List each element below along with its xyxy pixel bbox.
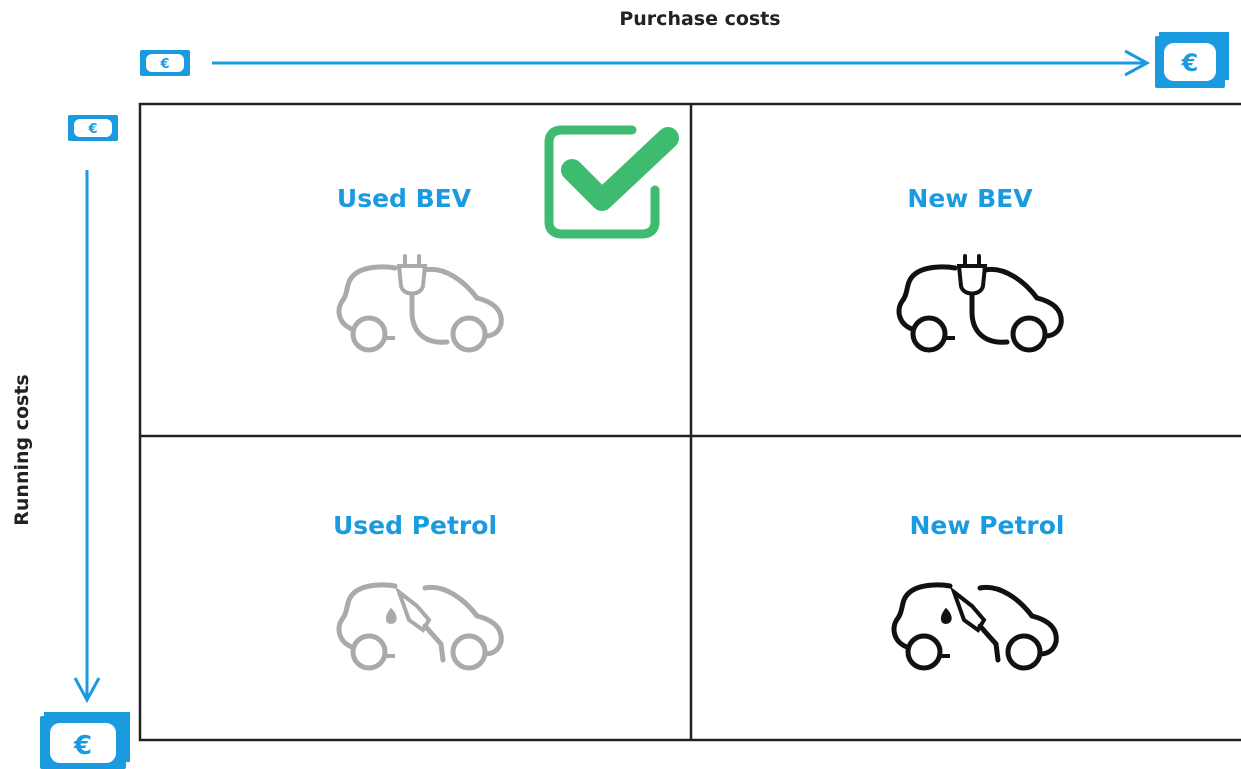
y-axis-label: Running costs [11, 374, 33, 525]
cell-label: Used BEV [337, 184, 472, 213]
euro: € [159, 57, 169, 72]
grid-frame [138, 102, 1241, 742]
petrol-car-icon [894, 585, 1056, 668]
bev-car-icon [899, 256, 1061, 350]
money-icon-large: € [1155, 32, 1229, 88]
euro: € [1181, 49, 1199, 77]
x-arrow-head [1124, 49, 1151, 77]
cell-label: New Petrol [910, 511, 1065, 540]
x-axis-label: Purchase costs [619, 8, 780, 30]
petrol-car-icon [339, 585, 501, 668]
bev-car-icon [339, 256, 501, 350]
money-icon-large: € [40, 712, 130, 769]
cell-label: Used Petrol [333, 511, 497, 540]
cell-label: New BEV [907, 184, 1033, 213]
y-arrow-head [73, 677, 101, 704]
money-icon-small: € [140, 50, 190, 76]
checkmark [544, 125, 679, 239]
euro: € [73, 731, 92, 761]
euro: € [87, 122, 97, 137]
money-icon-small: € [68, 115, 118, 141]
